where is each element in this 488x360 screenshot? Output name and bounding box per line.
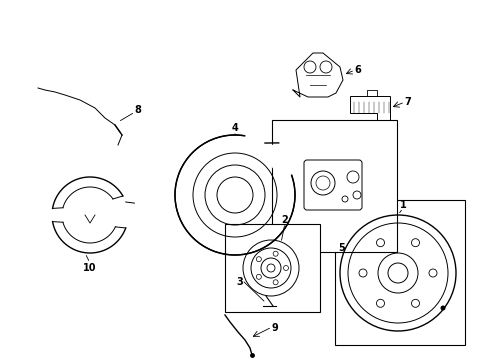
- Text: 6: 6: [354, 65, 361, 75]
- Text: 5: 5: [338, 243, 345, 253]
- Text: 9: 9: [271, 323, 278, 333]
- Bar: [224, 224, 319, 312]
- Text: 8: 8: [134, 105, 141, 115]
- Wedge shape: [243, 134, 293, 179]
- Circle shape: [440, 306, 445, 310]
- Text: 4: 4: [231, 123, 238, 133]
- Bar: [271, 120, 396, 252]
- Text: 7: 7: [404, 97, 410, 107]
- Bar: [334, 200, 464, 345]
- Text: 2: 2: [281, 215, 288, 225]
- Text: 1: 1: [399, 200, 406, 210]
- Text: 10: 10: [83, 263, 97, 273]
- FancyBboxPatch shape: [304, 160, 361, 210]
- Text: 3: 3: [236, 277, 243, 287]
